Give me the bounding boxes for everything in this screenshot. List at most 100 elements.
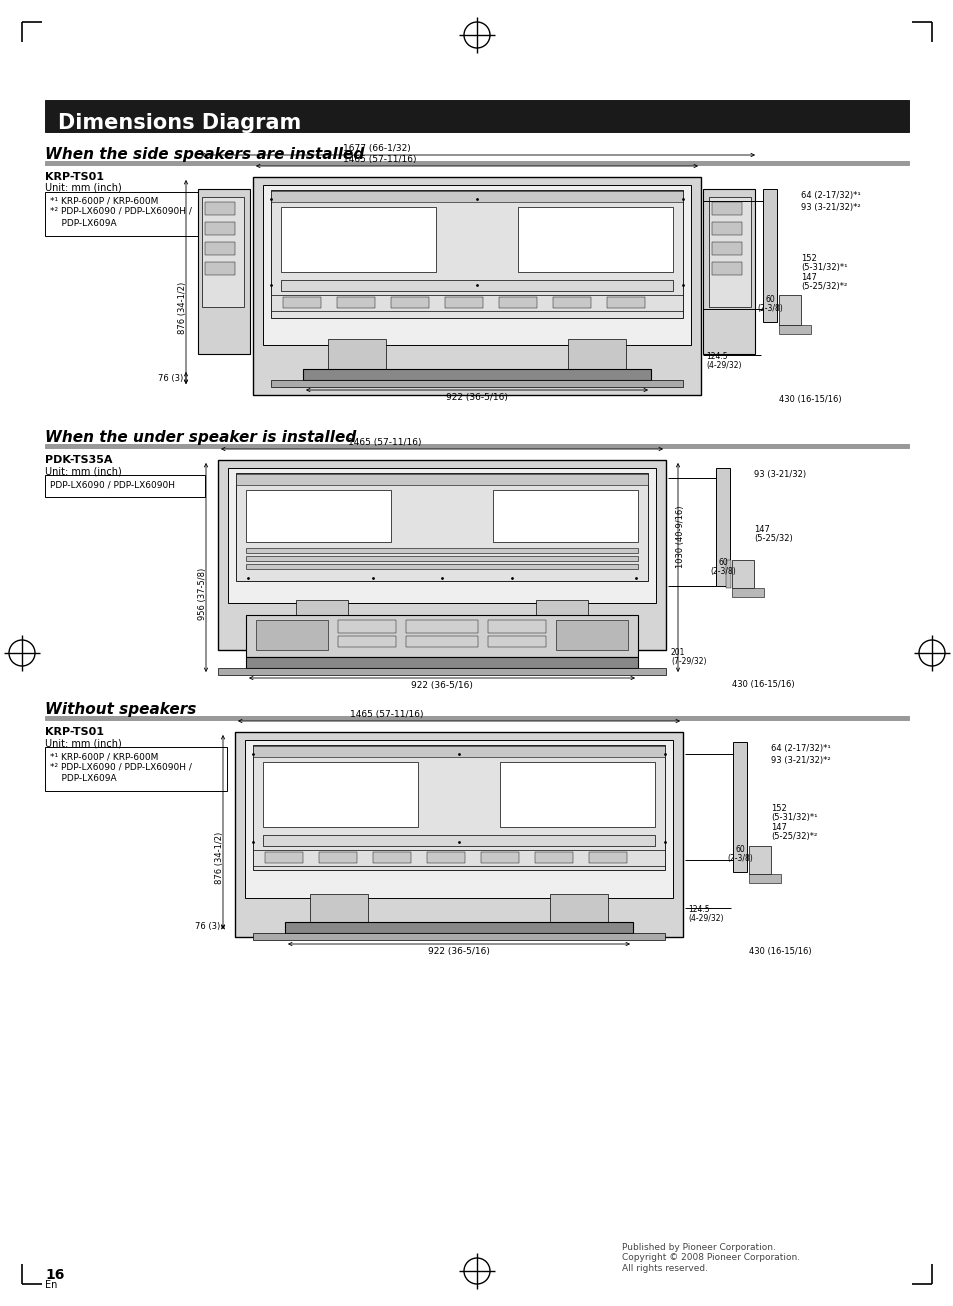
Text: 201: 201: [670, 648, 684, 657]
Bar: [235, 474, 647, 485]
Bar: [406, 636, 477, 646]
Bar: [265, 852, 303, 863]
Text: (5-31/32)*¹: (5-31/32)*¹: [770, 814, 817, 821]
Bar: [45, 161, 908, 165]
Text: 1030 (40-9/16): 1030 (40-9/16): [676, 505, 685, 568]
Bar: [253, 744, 664, 870]
Bar: [328, 340, 386, 370]
Bar: [246, 556, 638, 562]
Bar: [708, 197, 750, 307]
Text: 922 (36-5/16): 922 (36-5/16): [411, 680, 473, 690]
Text: PDP-LX6090 / PDP-LX6090H: PDP-LX6090 / PDP-LX6090H: [50, 481, 174, 488]
Text: 76 (3): 76 (3): [157, 374, 183, 383]
Bar: [246, 657, 638, 667]
Bar: [45, 716, 908, 720]
Bar: [493, 490, 638, 542]
Bar: [253, 932, 664, 940]
Bar: [246, 549, 638, 552]
Text: 1677 (66-1/32): 1677 (66-1/32): [343, 144, 411, 153]
Bar: [245, 741, 672, 899]
Bar: [391, 296, 429, 308]
Bar: [444, 296, 482, 308]
Bar: [318, 852, 356, 863]
Text: 430 (16-15/16): 430 (16-15/16): [748, 947, 811, 956]
Bar: [498, 296, 537, 308]
Text: 60: 60: [735, 845, 744, 854]
Bar: [271, 189, 682, 317]
Bar: [263, 761, 417, 827]
Text: En: En: [45, 1280, 57, 1290]
Text: (2-3/8): (2-3/8): [709, 567, 735, 576]
Text: 60: 60: [718, 558, 727, 567]
Bar: [218, 667, 665, 675]
Bar: [336, 296, 375, 308]
Bar: [246, 564, 638, 569]
Bar: [246, 615, 638, 657]
Bar: [285, 922, 633, 932]
Bar: [234, 731, 682, 936]
Bar: [253, 746, 664, 757]
Text: 430 (16-15/16): 430 (16-15/16): [779, 394, 841, 404]
Bar: [732, 742, 746, 872]
Bar: [205, 202, 234, 215]
Text: When the side speakers are installed: When the side speakers are installed: [45, 148, 364, 162]
Text: (2-3/8): (2-3/8): [726, 854, 752, 863]
Text: 876 (34-1/2): 876 (34-1/2): [215, 832, 224, 884]
Bar: [45, 101, 908, 132]
Bar: [536, 599, 587, 628]
Bar: [281, 279, 672, 291]
Text: 16: 16: [45, 1268, 64, 1282]
Text: 147: 147: [801, 273, 816, 282]
Bar: [202, 197, 244, 307]
Bar: [779, 325, 810, 334]
Text: 124.5: 124.5: [705, 353, 727, 360]
Text: Published by Pioneer Corporation.
Copyright © 2008 Pioneer Corporation.
All righ: Published by Pioneer Corporation. Copyri…: [621, 1243, 800, 1273]
Text: 93 (3-21/32)*²: 93 (3-21/32)*²: [770, 756, 830, 765]
Text: 922 (36-5/16): 922 (36-5/16): [428, 947, 490, 956]
Text: (5-31/32)*¹: (5-31/32)*¹: [801, 263, 846, 272]
Text: *² PDP-LX6090 / PDP-LX6090H /: *² PDP-LX6090 / PDP-LX6090H /: [50, 206, 192, 215]
Bar: [271, 380, 682, 387]
Text: Unit: mm (inch): Unit: mm (inch): [45, 738, 122, 748]
Text: KRP-TS01: KRP-TS01: [45, 172, 104, 182]
Bar: [295, 599, 348, 628]
Bar: [45, 192, 227, 236]
Bar: [517, 206, 672, 272]
Text: *¹ KRP-600P / KRP-600M: *¹ KRP-600P / KRP-600M: [50, 197, 158, 206]
Bar: [488, 620, 545, 633]
Bar: [702, 189, 754, 354]
Text: 1465 (57-11/16): 1465 (57-11/16): [348, 438, 421, 447]
Text: PDK-TS35A: PDK-TS35A: [45, 454, 112, 465]
Bar: [556, 620, 627, 650]
Bar: [725, 560, 730, 588]
Text: *² PDP-LX6090 / PDP-LX6090H /: *² PDP-LX6090 / PDP-LX6090H /: [50, 761, 192, 771]
Text: 147: 147: [770, 823, 786, 832]
Bar: [218, 460, 665, 650]
Bar: [499, 761, 655, 827]
Bar: [235, 473, 647, 581]
Text: 430 (16-15/16): 430 (16-15/16): [731, 680, 794, 690]
Bar: [567, 340, 625, 370]
Bar: [779, 295, 801, 325]
Bar: [205, 222, 234, 235]
Text: PDP-LX609A: PDP-LX609A: [50, 774, 116, 784]
Bar: [711, 222, 741, 235]
Bar: [731, 560, 753, 588]
Text: (2-3/8): (2-3/8): [757, 304, 782, 313]
Bar: [427, 852, 464, 863]
Bar: [45, 475, 205, 498]
Text: 93 (3-21/32): 93 (3-21/32): [753, 470, 805, 479]
Bar: [711, 263, 741, 276]
Text: 1465 (57-11/16): 1465 (57-11/16): [350, 710, 423, 720]
Bar: [263, 835, 655, 846]
Text: 64 (2-17/32)*¹: 64 (2-17/32)*¹: [801, 191, 860, 200]
Bar: [228, 468, 656, 603]
Bar: [588, 852, 626, 863]
Bar: [716, 468, 729, 586]
Text: KRP-TS01: KRP-TS01: [45, 727, 104, 737]
Bar: [488, 636, 545, 646]
Text: 93 (3-21/32)*²: 93 (3-21/32)*²: [801, 202, 860, 212]
Text: 64 (2-17/32)*¹: 64 (2-17/32)*¹: [770, 744, 830, 754]
Text: (5-25/32)*²: (5-25/32)*²: [801, 282, 846, 291]
Bar: [711, 202, 741, 215]
